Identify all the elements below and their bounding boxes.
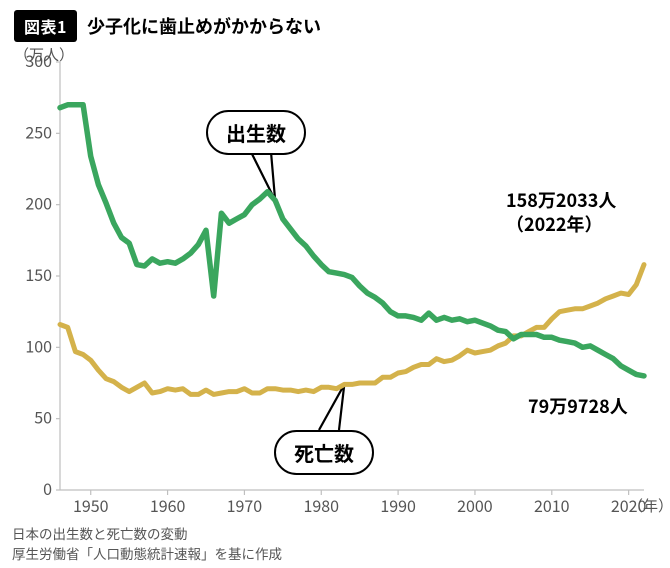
figure-container: 図表1 少子化に歯止めがかからない （万人） 05010015020025030… bbox=[0, 0, 670, 568]
chart-svg: 0 50 100 150 200 250 300 1950 1960 1970 1980 1990 2… bbox=[0, 0, 670, 568]
svg-text:250: 250 bbox=[25, 119, 52, 143]
x-axis-unit: （年） bbox=[628, 495, 670, 516]
deaths-end-value: 158万2033人 bbox=[506, 187, 616, 213]
svg-text:1980: 1980 bbox=[303, 493, 339, 517]
svg-text:1990: 1990 bbox=[380, 493, 416, 517]
svg-text:1970: 1970 bbox=[227, 493, 263, 517]
births-line bbox=[60, 105, 644, 376]
svg-text:200: 200 bbox=[25, 191, 52, 215]
x-tick-labels: 19501960197019801990200020102020 bbox=[73, 490, 647, 517]
deaths-end-annotation: 158万2033人 （2022年） bbox=[506, 188, 616, 237]
svg-text:300: 300 bbox=[25, 48, 52, 72]
svg-text:150: 150 bbox=[25, 262, 52, 286]
svg-text:2000: 2000 bbox=[457, 493, 493, 517]
births-callout-label: 出生数 bbox=[206, 110, 306, 155]
y-tick-labels: 0 50 100 150 200 250 300 bbox=[25, 48, 60, 500]
svg-text:100: 100 bbox=[25, 333, 52, 357]
footnote-line-1: 日本の出生数と死亡数の変動 bbox=[12, 524, 282, 544]
svg-text:50: 50 bbox=[34, 405, 52, 429]
deaths-line bbox=[60, 265, 644, 395]
figure-footnote: 日本の出生数と死亡数の変動 厚生労働省「人口動態統計速報」を基に作成 bbox=[12, 524, 282, 563]
births-end-value: 79万9728人 bbox=[528, 393, 628, 419]
births-end-annotation: 79万9728人 bbox=[528, 394, 628, 418]
svg-text:2010: 2010 bbox=[534, 493, 570, 517]
svg-text:1950: 1950 bbox=[73, 493, 109, 517]
deaths-callout-label: 死亡数 bbox=[274, 430, 374, 475]
footnote-line-2: 厚生労働省「人口動態統計速報」を基に作成 bbox=[12, 544, 282, 564]
deaths-end-year: （2022年） bbox=[506, 211, 602, 237]
svg-text:0: 0 bbox=[43, 476, 52, 500]
svg-text:1960: 1960 bbox=[150, 493, 186, 517]
